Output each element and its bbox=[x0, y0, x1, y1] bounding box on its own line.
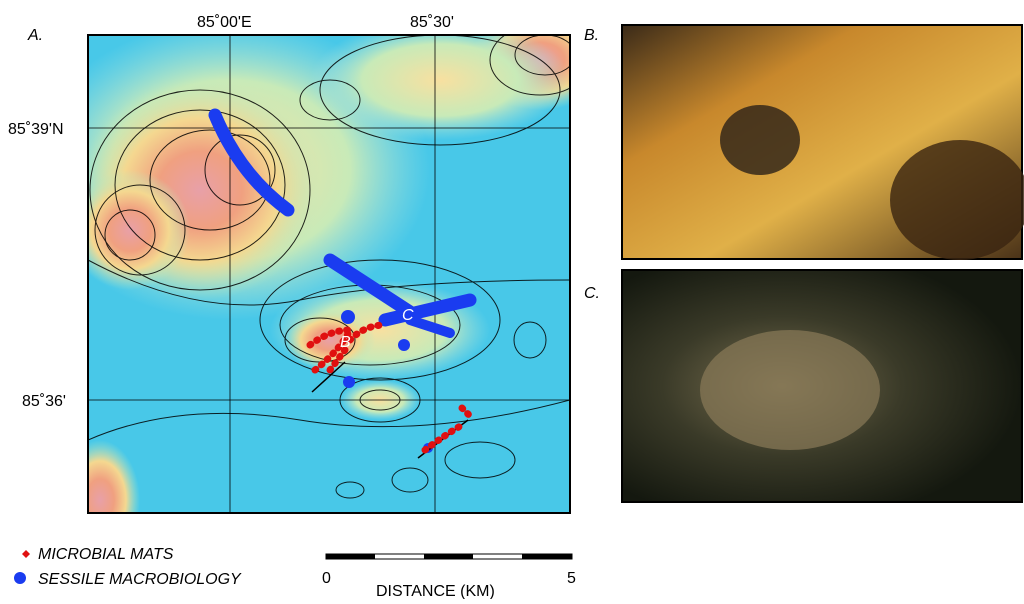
panel-label: A. bbox=[27, 27, 43, 44]
scale-bar bbox=[326, 554, 572, 559]
scale-end: 5 bbox=[567, 570, 576, 587]
legend-label: MICROBIAL MATS bbox=[38, 546, 174, 563]
map: B C bbox=[30, 10, 610, 560]
scale-label: DISTANCE (KM) bbox=[376, 583, 495, 599]
longitude-label: 85˚00'E bbox=[197, 14, 252, 31]
scale-start: 0 bbox=[322, 570, 331, 587]
site-label: B bbox=[340, 334, 351, 351]
site-label: C bbox=[402, 307, 414, 324]
longitude-label: 85˚30' bbox=[410, 14, 454, 31]
latitude-label: 85˚39'N bbox=[8, 121, 64, 138]
legend-label: SESSILE MACROBIOLOGY bbox=[38, 571, 242, 588]
panel-label: B. bbox=[584, 27, 599, 44]
latitude-label: 85˚36' bbox=[22, 393, 66, 410]
panel-label: C. bbox=[584, 285, 600, 302]
figure: B C A. 85˚00'E 85˚30' 85˚39'N 85˚36' B. … bbox=[0, 0, 1024, 599]
